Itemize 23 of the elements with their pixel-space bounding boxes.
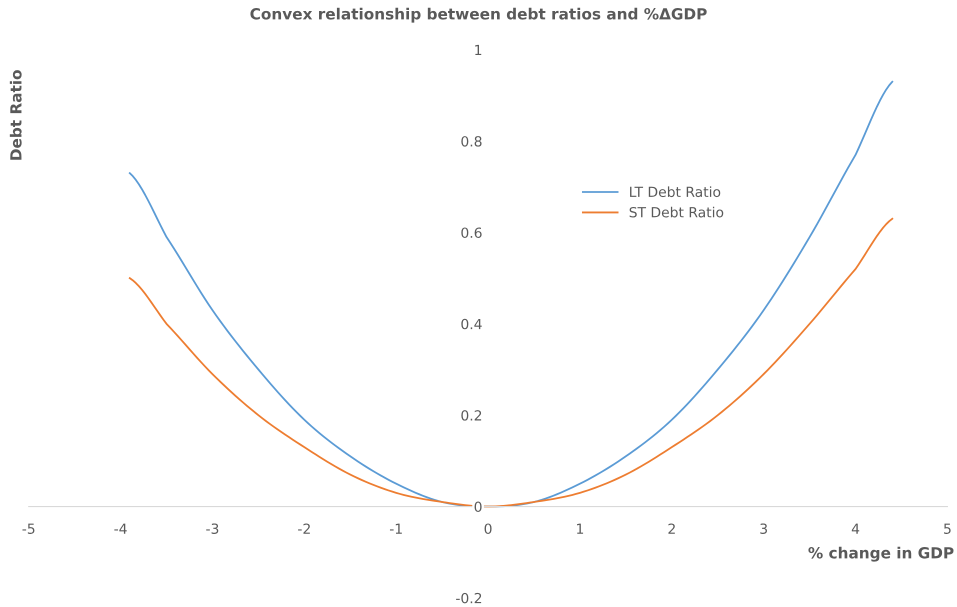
x-tick-label: 4 [852,524,860,534]
legend-label: ST Debt Ratio [630,206,724,218]
y-tick-label: 0.4 [461,318,482,330]
y-tick-label: 0 [474,502,482,512]
y-tick-label: 1 [475,44,482,56]
x-tick-label: -1 [390,524,402,534]
chart-title: Convex relationship between debt ratios and %ΔGDP [250,8,707,23]
x-tick-label: -2 [298,523,310,534]
x-tick-label: -3 [206,523,218,534]
y-tick-label: 0.6 [461,227,482,238]
x-tick-label: -4 [114,524,127,534]
y-tick-label: 0.2 [461,410,482,421]
x-tick-label: 2 [668,523,675,534]
x-axis-title: % change in GDP [808,546,954,562]
x-tick-label: 0 [484,523,492,534]
x-tick-label: 1 [577,524,584,534]
y-tick-label: -0.2 [456,592,482,604]
y-axis-title: Debt Ratio [10,70,22,160]
y-tick-label: 0.8 [461,136,482,147]
legend-label: LT Debt Ratio [630,186,720,198]
x-tick-label: -5 [22,524,34,534]
x-tick-label: 5 [944,524,951,534]
x-tick-label: 3 [760,523,767,534]
